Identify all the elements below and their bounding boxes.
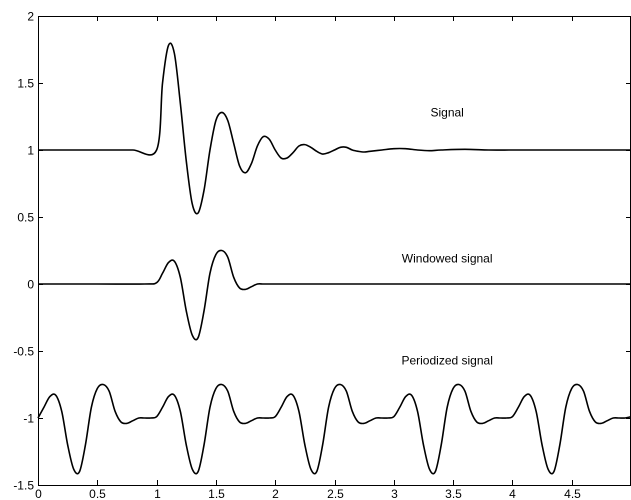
x-tick-label: 0 [35, 487, 42, 500]
y-tick-label: 1 [27, 144, 34, 158]
signal-line [37, 42, 631, 215]
y-tick-label: 0.5 [17, 211, 34, 225]
y-tick-label: -0.5 [13, 345, 34, 359]
annotation-label: Signal [430, 106, 463, 120]
x-tick-label: 2 [272, 487, 279, 500]
plot-frame [38, 16, 631, 486]
plot-annotations: Signal Windowed signal Periodized signal [401, 106, 492, 368]
y-tick-label: 0 [27, 278, 34, 292]
periodized-signal-line [37, 383, 631, 475]
x-tick-label: 4 [509, 487, 516, 500]
x-tick-label: 1.5 [208, 487, 225, 500]
y-tick-label: -1.5 [13, 479, 34, 493]
x-tick-label: 3.5 [445, 487, 462, 500]
x-tick-label: 4.5 [564, 487, 581, 500]
x-tick-label: 2.5 [327, 487, 344, 500]
annotation-label: Periodized signal [401, 353, 492, 367]
plot-series [37, 42, 631, 475]
y-tick-label: 2 [27, 10, 34, 24]
x-tick-label: 3 [391, 487, 398, 500]
y-tick-label: -1 [23, 412, 34, 426]
x-tick-label: 1 [154, 487, 161, 500]
x-tick-label: 0.5 [89, 487, 106, 500]
annotation-label: Windowed signal [402, 252, 493, 266]
x-axis: 0 0.5 1 1.5 2 2.5 3 3.5 4 4.5 [35, 16, 581, 500]
windowed-signal-line [38, 249, 631, 341]
y-tick-label: 1.5 [17, 77, 34, 91]
